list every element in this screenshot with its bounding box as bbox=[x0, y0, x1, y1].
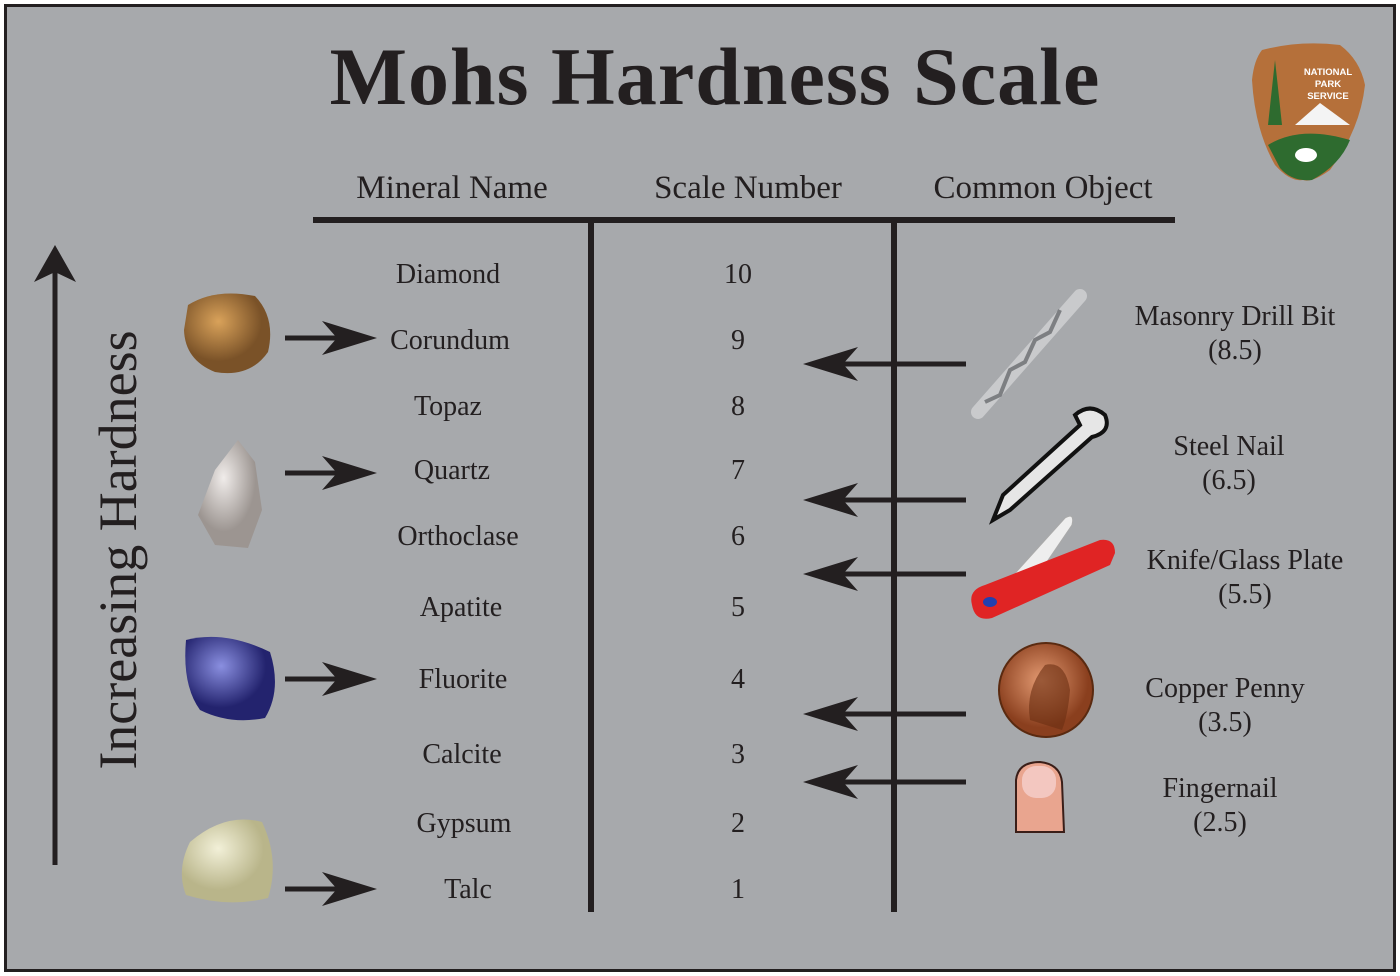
scale-number: 3 bbox=[731, 739, 745, 770]
svg-text:PARK: PARK bbox=[1315, 79, 1341, 90]
common-object-label: Fingernail (2.5) bbox=[1070, 772, 1370, 840]
drill-bit-icon bbox=[971, 289, 1087, 419]
mineral-name: Topaz bbox=[413, 391, 482, 422]
penny-icon bbox=[998, 642, 1094, 738]
increasing-arrow bbox=[34, 245, 76, 865]
scale-number: 1 bbox=[731, 874, 745, 905]
corundum-rock-image bbox=[184, 293, 271, 374]
mineral-name: Orthoclase bbox=[397, 521, 519, 552]
object-name: Masonry Drill Bit bbox=[1134, 301, 1336, 332]
mineral-name: Calcite bbox=[422, 739, 502, 770]
mineral-name: Corundum bbox=[390, 325, 510, 356]
header-mineral-name: Mineral Name bbox=[356, 170, 548, 206]
mineral-name: Apatite bbox=[419, 592, 503, 623]
rock-arrow bbox=[285, 662, 377, 696]
nail-icon bbox=[988, 406, 1109, 525]
svg-text:SERVICE: SERVICE bbox=[1307, 91, 1349, 102]
pocket-knife-icon bbox=[971, 515, 1115, 619]
common-object-label: Knife/Glass Plate (5.5) bbox=[1095, 544, 1395, 612]
fluorite-rock-image bbox=[185, 636, 275, 721]
object-arrow bbox=[803, 347, 966, 381]
fingernail-icon bbox=[1015, 760, 1066, 833]
talc-rock-image bbox=[181, 819, 273, 903]
object-arrow bbox=[803, 483, 966, 517]
mineral-name: Diamond bbox=[395, 259, 501, 290]
object-arrow bbox=[803, 765, 966, 799]
scale-number: 4 bbox=[731, 664, 745, 695]
scale-number: 8 bbox=[731, 391, 745, 422]
common-object-label: Copper Penny (3.5) bbox=[1075, 672, 1375, 740]
object-arrow bbox=[803, 697, 966, 731]
scale-number: 7 bbox=[731, 455, 745, 486]
scale-number: 9 bbox=[731, 325, 745, 356]
nps-logo: NATIONAL PARK SERVICE bbox=[1252, 43, 1365, 181]
common-object-label: Masonry Drill Bit (8.5) bbox=[1085, 300, 1385, 368]
mineral-name: Gypsum bbox=[416, 808, 512, 839]
scale-number: 2 bbox=[731, 808, 745, 839]
object-name: Copper Penny bbox=[1145, 673, 1305, 704]
object-name: Steel Nail bbox=[1173, 431, 1285, 462]
header-scale-number: Scale Number bbox=[654, 170, 842, 206]
header-common-object: Common Object bbox=[933, 170, 1153, 206]
quartz-crystal-image bbox=[198, 440, 262, 548]
object-hardness: (2.5) bbox=[1193, 807, 1247, 838]
object-arrow bbox=[803, 557, 966, 591]
scale-number: 10 bbox=[724, 259, 752, 290]
axis-label: Increasing Hardness bbox=[88, 330, 148, 770]
page-title: Mohs Hardness Scale bbox=[329, 31, 1101, 122]
common-object-label: Steel Nail (6.5) bbox=[1079, 430, 1379, 498]
object-hardness: (3.5) bbox=[1198, 707, 1252, 738]
mineral-name: Talc bbox=[444, 874, 492, 905]
object-hardness: (6.5) bbox=[1202, 465, 1256, 496]
mineral-name: Quartz bbox=[413, 455, 491, 486]
object-name: Fingernail bbox=[1162, 773, 1278, 804]
object-hardness: (8.5) bbox=[1208, 335, 1262, 366]
rock-arrow bbox=[285, 872, 377, 906]
object-name: Knife/Glass Plate bbox=[1146, 545, 1344, 576]
mineral-name: Fluorite bbox=[418, 664, 508, 695]
scale-number: 5 bbox=[731, 592, 745, 623]
svg-text:NATIONAL: NATIONAL bbox=[1304, 67, 1353, 78]
rock-arrow bbox=[285, 456, 377, 490]
rock-arrow bbox=[285, 321, 377, 355]
scale-number: 6 bbox=[731, 521, 745, 552]
object-hardness: (5.5) bbox=[1218, 579, 1272, 610]
